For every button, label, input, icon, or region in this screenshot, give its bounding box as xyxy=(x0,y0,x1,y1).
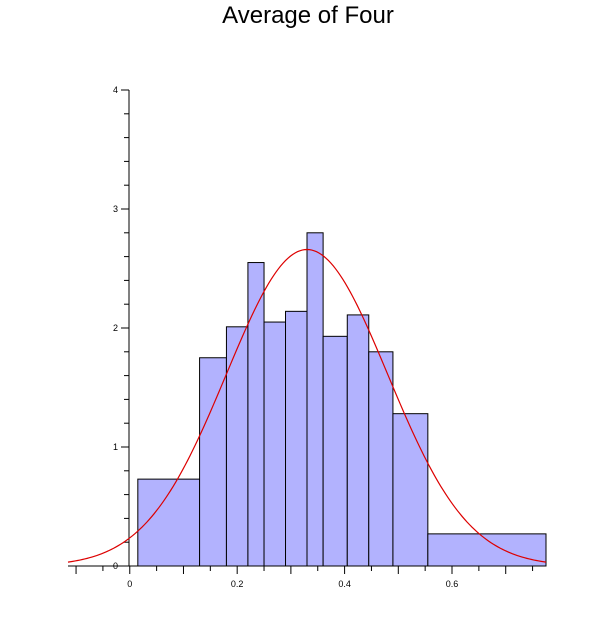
y-tick-label: 4 xyxy=(113,85,118,95)
histogram-bar-6 xyxy=(285,310,308,567)
y-tick-label: 3 xyxy=(113,204,118,214)
histogram-bar-2 xyxy=(199,357,227,567)
histogram-bar-7 xyxy=(306,232,324,567)
histogram-bars xyxy=(137,232,547,567)
histogram-bar-5 xyxy=(263,321,287,567)
fit-curve-group xyxy=(67,248,547,563)
histogram-bar-8 xyxy=(322,335,348,567)
histogram-bar-10 xyxy=(368,351,394,567)
histogram-bar-3 xyxy=(225,326,249,567)
y-tick-label: 0 xyxy=(113,561,118,571)
x-tick-label: 0.2 xyxy=(231,579,244,589)
normal-fit-curve xyxy=(67,248,547,563)
histogram-bar-9 xyxy=(346,314,370,567)
tick-labels: 0 0.2 0.4 0.6 0 1 2 3 4 xyxy=(113,85,458,589)
y-tick-label: 1 xyxy=(113,442,118,452)
histogram-bar-11 xyxy=(392,413,429,567)
x-tick-label: 0 xyxy=(127,579,132,589)
x-tick-label: 0.4 xyxy=(338,579,351,589)
histogram-bar-12 xyxy=(427,533,547,567)
chart-title: Average of Four xyxy=(222,2,394,29)
x-tick-label: 0.6 xyxy=(446,579,459,589)
tick-marks xyxy=(75,89,534,574)
y-tick-label: 2 xyxy=(113,323,118,333)
